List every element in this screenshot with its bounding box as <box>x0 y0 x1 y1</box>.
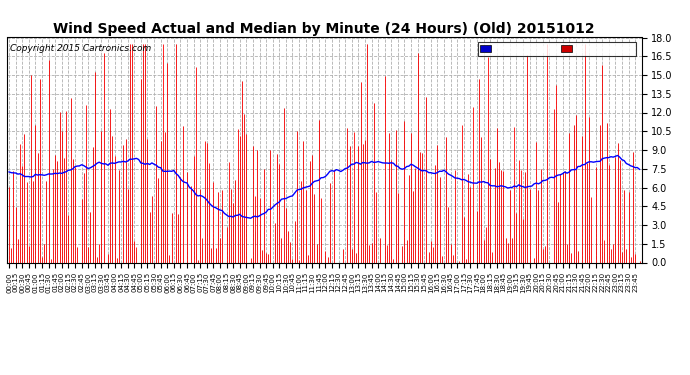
Text: Copyright 2015 Cartronics.com: Copyright 2015 Cartronics.com <box>10 44 151 53</box>
Legend: Median (mph), Wind  (mph): Median (mph), Wind (mph) <box>478 42 636 56</box>
Title: Wind Speed Actual and Median by Minute (24 Hours) (Old) 20151012: Wind Speed Actual and Median by Minute (… <box>54 22 595 36</box>
